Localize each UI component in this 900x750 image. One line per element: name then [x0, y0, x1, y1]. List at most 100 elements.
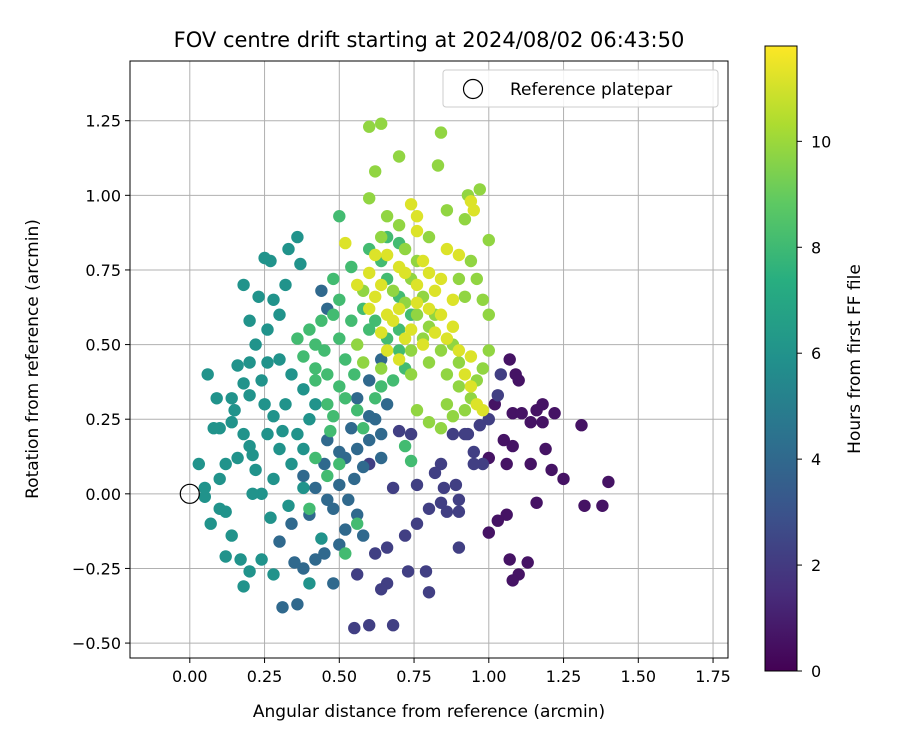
colorbar-tick-label-5: 10 — [811, 132, 831, 151]
data-point-s2-23 — [297, 469, 310, 483]
data-point-s1-17 — [440, 505, 454, 518]
data-point-s0-0 — [503, 353, 516, 366]
x-tick-label-7: 1.75 — [695, 667, 731, 686]
data-point-s2-30 — [375, 451, 388, 465]
data-point-s6-43 — [392, 260, 406, 274]
data-point-s4-40 — [303, 502, 316, 515]
data-point-s6-10 — [404, 323, 418, 336]
data-point-s2-34 — [315, 284, 328, 297]
x-tick-label-2: 0.50 — [321, 667, 357, 686]
data-point-s3-14 — [231, 451, 244, 465]
y-axis-label: Rotation from reference (arcmin) — [23, 219, 43, 499]
data-point-s1-37 — [410, 478, 424, 492]
data-point-s5-21 — [440, 368, 454, 381]
data-point-s4-18 — [345, 314, 358, 327]
reference-platepar-marker — [179, 483, 200, 504]
data-point-s0-10 — [536, 416, 549, 429]
data-point-s2-22 — [309, 481, 322, 495]
data-point-s6-33 — [452, 248, 466, 262]
data-point-s6-41 — [369, 248, 382, 262]
data-point-s6-23 — [464, 350, 478, 363]
data-point-s2-6 — [348, 472, 361, 486]
data-point-s2-24 — [318, 457, 331, 471]
data-point-s3-10 — [255, 553, 268, 566]
data-point-s3-23 — [249, 338, 262, 351]
colorbar: 0 2 4 6 8 10 Hours from first FF file — [764, 45, 865, 681]
data-point-s4-21 — [369, 314, 382, 327]
data-point-s2-27 — [345, 422, 358, 435]
x-tick-label-1: 0.25 — [247, 667, 283, 686]
data-point-s6-19 — [434, 308, 448, 321]
data-point-s3-49 — [297, 442, 310, 456]
colorbar-tick-label-2: 4 — [811, 450, 821, 469]
data-point-s3-12 — [213, 472, 226, 486]
data-point-s2-2 — [363, 433, 376, 447]
data-point-s0-18 — [545, 463, 558, 477]
data-point-s2-29 — [380, 398, 394, 411]
data-point-s5-43 — [431, 159, 445, 172]
data-point-s3-38 — [273, 442, 286, 456]
data-point-s2-33 — [276, 601, 289, 614]
y-tick-label-1: −0.25 — [72, 559, 121, 578]
data-point-s5-2 — [392, 150, 406, 163]
data-point-s2-10 — [351, 508, 364, 521]
data-point-s4-7 — [309, 362, 322, 375]
data-point-s3-36 — [267, 410, 280, 423]
data-point-s4-2 — [339, 353, 352, 366]
data-point-s5-0 — [363, 120, 376, 133]
data-point-s5-33 — [470, 272, 483, 286]
data-point-s1-6 — [446, 427, 460, 441]
data-point-s3-54 — [243, 314, 256, 327]
y-tick-label-5: 0.75 — [85, 261, 121, 280]
colorbar-tick-label-4: 8 — [811, 238, 821, 257]
data-point-s5-24 — [458, 404, 472, 417]
data-point-s2-31 — [327, 577, 340, 590]
data-point-s4-19 — [333, 293, 346, 306]
data-point-s6-3 — [369, 290, 382, 303]
data-point-s1-13 — [437, 481, 451, 495]
data-point-s2-11 — [339, 523, 352, 536]
data-point-s4-49 — [327, 272, 340, 286]
data-point-s3-67 — [303, 577, 316, 590]
data-point-s3-35 — [279, 398, 292, 411]
data-point-s1-4 — [473, 419, 486, 432]
data-point-s6-24 — [458, 368, 472, 381]
y-tick-label-6: 1.00 — [85, 186, 121, 205]
data-point-s4-11 — [309, 338, 322, 351]
data-point-s6-16 — [410, 278, 424, 292]
data-point-s0-16 — [524, 457, 537, 471]
data-point-s0-26 — [482, 526, 495, 539]
data-point-s5-44 — [422, 230, 436, 244]
data-point-s1-2 — [482, 413, 495, 426]
data-point-s3-13 — [219, 457, 232, 471]
data-point-s3-63 — [261, 356, 274, 369]
data-point-s1-28 — [386, 619, 400, 632]
data-point-s5-29 — [476, 362, 489, 375]
data-point-s2-5 — [357, 460, 370, 474]
data-point-s4-13 — [291, 332, 304, 345]
data-point-s1-10 — [434, 457, 448, 471]
data-point-s5-48 — [422, 416, 436, 429]
data-point-s4-16 — [309, 374, 322, 387]
data-point-s1-12 — [449, 478, 463, 492]
data-point-s2-19 — [285, 517, 298, 530]
data-point-s5-8 — [398, 242, 412, 256]
legend-marker-reference — [462, 78, 484, 100]
data-point-s5-36 — [458, 290, 472, 303]
y-tick-label-0: −0.50 — [72, 634, 121, 653]
data-point-s5-34 — [464, 254, 478, 268]
data-point-s5-37 — [482, 233, 495, 247]
data-point-s3-4 — [219, 505, 232, 518]
y-tick-label-2: 0.00 — [85, 485, 121, 504]
data-points — [179, 117, 615, 635]
data-point-s3-60 — [192, 457, 205, 471]
data-point-s2-13 — [333, 538, 346, 551]
data-point-s6-39 — [380, 248, 394, 262]
data-point-s3-39 — [285, 457, 298, 471]
data-point-s0-19 — [557, 472, 570, 486]
data-point-s3-33 — [285, 368, 298, 381]
data-point-s6-18 — [440, 242, 454, 256]
data-point-s1-8 — [476, 457, 489, 471]
data-point-s5-6 — [392, 219, 406, 232]
